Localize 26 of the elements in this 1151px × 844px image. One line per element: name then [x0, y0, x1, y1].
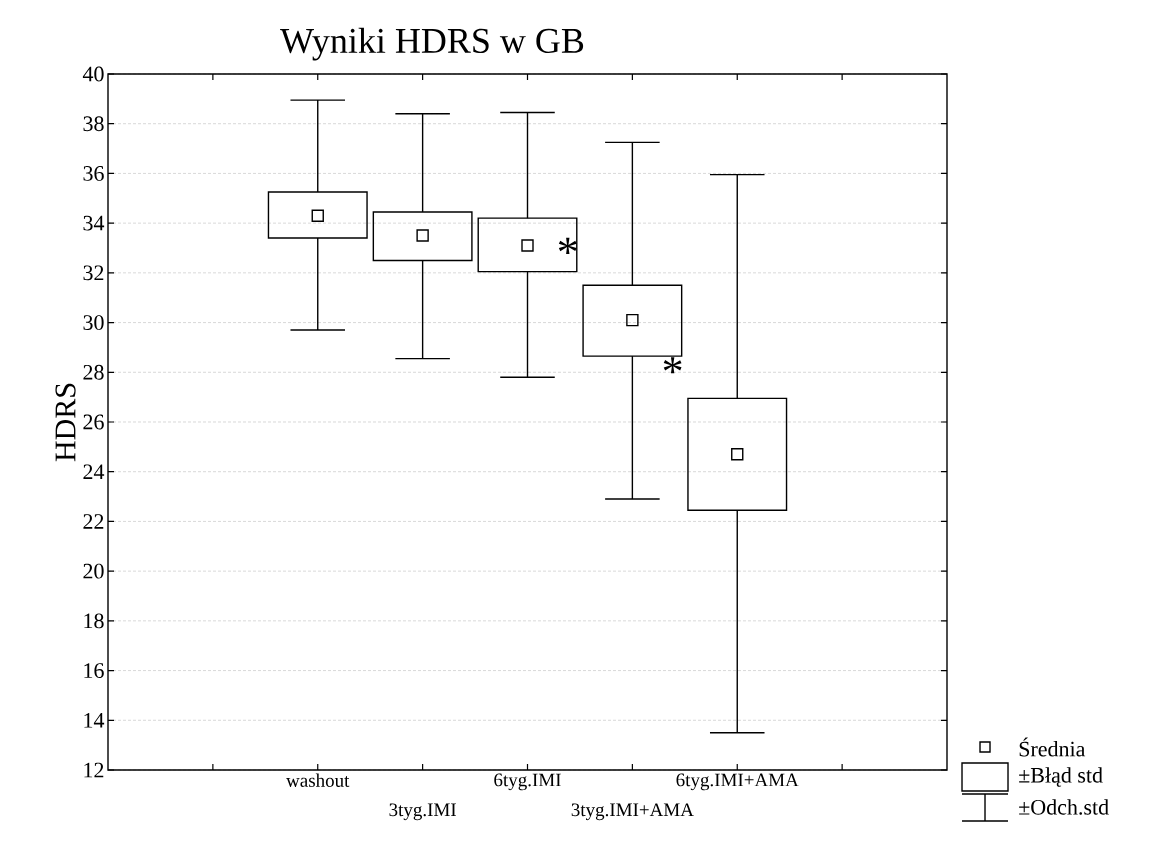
y-tick-label: 18: [84, 613, 104, 629]
y-tick-label: 14: [84, 713, 105, 728]
y-tick-label: 20: [83, 563, 104, 579]
y-tick-label: 34: [83, 215, 105, 231]
y-tick-label: 30: [83, 315, 104, 330]
y-tick-label: 22: [83, 514, 104, 529]
x-tick-label: washout: [286, 773, 350, 787]
y-tick-label: 12: [84, 762, 104, 778]
text: ±Odch.std: [1019, 799, 1109, 815]
y-axis-title: HDRS: [55, 383, 76, 462]
annotation: *: [663, 357, 682, 374]
text: ±Błąd std: [1019, 767, 1103, 787]
y-tick-label: 38: [83, 116, 104, 132]
text: Średnia: [1019, 737, 1086, 757]
y-tick-label: 28: [83, 364, 104, 380]
y-tick-label: 16: [84, 663, 104, 678]
y-tick-label: 40: [82, 66, 104, 82]
chart-title: Wyniki HDRS w GB: [280, 27, 584, 61]
y-tick-label: 24: [83, 464, 105, 479]
y-tick-label: 32: [83, 265, 104, 281]
x-tick-label: 6tyg.IMI: [494, 773, 561, 791]
x-tick-label: 6tyg.IMI+AMA: [676, 773, 799, 791]
x-tick-label: 3tyg.IMI: [389, 803, 456, 821]
y-tick-label: 26: [83, 414, 104, 430]
x-tick-label: 3tyg.IMI+AMA: [571, 803, 694, 821]
y-tick-label: 36: [83, 166, 104, 181]
